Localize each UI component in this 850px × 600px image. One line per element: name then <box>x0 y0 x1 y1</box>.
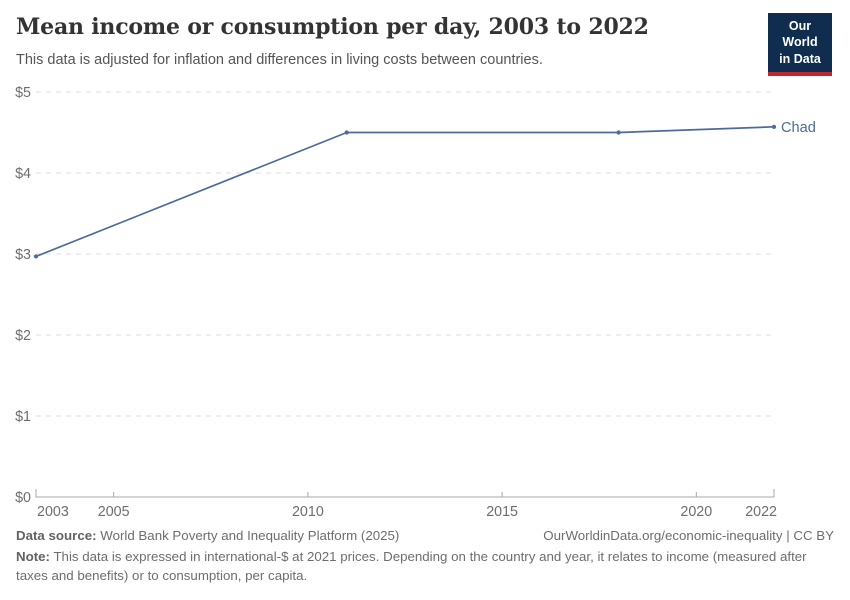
data-point <box>33 254 39 259</box>
owid-logo[interactable]: Our World in Data <box>768 13 832 76</box>
owid-logo-line1: Our World <box>782 19 818 50</box>
note-label: Note: <box>16 548 50 564</box>
y-axis-tick-label: $5 <box>15 85 31 101</box>
y-axis-tick-label: $1 <box>15 409 31 425</box>
chart-note: Note: This data is expressed in internat… <box>16 548 834 586</box>
x-axis-tick-label: 2022 <box>745 504 777 520</box>
data-point <box>771 124 777 129</box>
x-axis-tick-label: 2003 <box>37 504 69 520</box>
y-axis-tick-label: $3 <box>15 247 31 263</box>
y-axis-tick-label: $2 <box>15 328 31 344</box>
x-axis-tick-label: 2020 <box>680 504 712 520</box>
chart-title: Mean income or consumption per day, 2003… <box>16 14 649 40</box>
y-axis-tick-label: $4 <box>15 166 31 182</box>
x-axis-tick-label: 2005 <box>98 504 130 520</box>
chart-footer: Data source: World Bank Poverty and Ineq… <box>16 527 834 586</box>
data-source-label: Data source: <box>16 528 97 543</box>
attribution-link[interactable]: OurWorldinData.org/economic-inequality |… <box>543 528 834 543</box>
data-point <box>344 130 349 135</box>
data-point <box>616 130 621 135</box>
data-source: Data source: World Bank Poverty and Ineq… <box>16 527 399 546</box>
x-axis-tick-label: 2015 <box>486 504 518 520</box>
note-text: This data is expressed in international-… <box>16 548 807 583</box>
data-source-text: World Bank Poverty and Inequality Platfo… <box>96 528 400 543</box>
chart-subtitle: This data is adjusted for inflation and … <box>16 52 543 68</box>
series-end-label-chad[interactable]: Chad <box>781 120 816 136</box>
series-line-chad[interactable] <box>35 125 775 258</box>
owid-logo-line2: in Data <box>779 51 821 66</box>
x-axis-tick-label: 2010 <box>292 504 324 520</box>
y-axis-tick-label: $0 <box>15 490 31 506</box>
